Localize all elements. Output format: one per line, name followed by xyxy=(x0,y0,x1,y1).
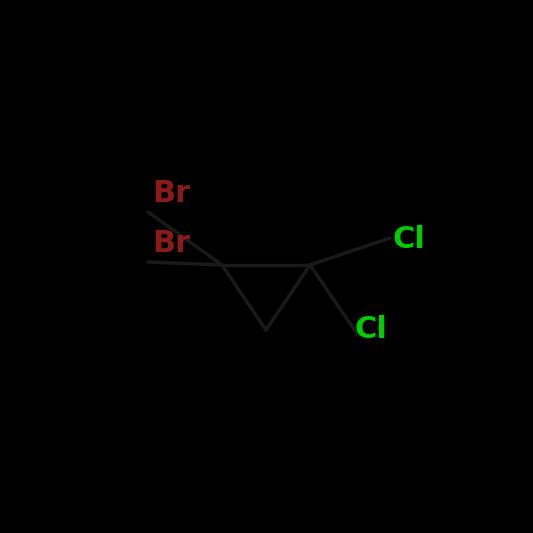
Text: Br: Br xyxy=(152,179,190,208)
Text: Br: Br xyxy=(152,229,190,258)
Text: Cl: Cl xyxy=(392,225,425,254)
Text: Cl: Cl xyxy=(355,316,388,344)
